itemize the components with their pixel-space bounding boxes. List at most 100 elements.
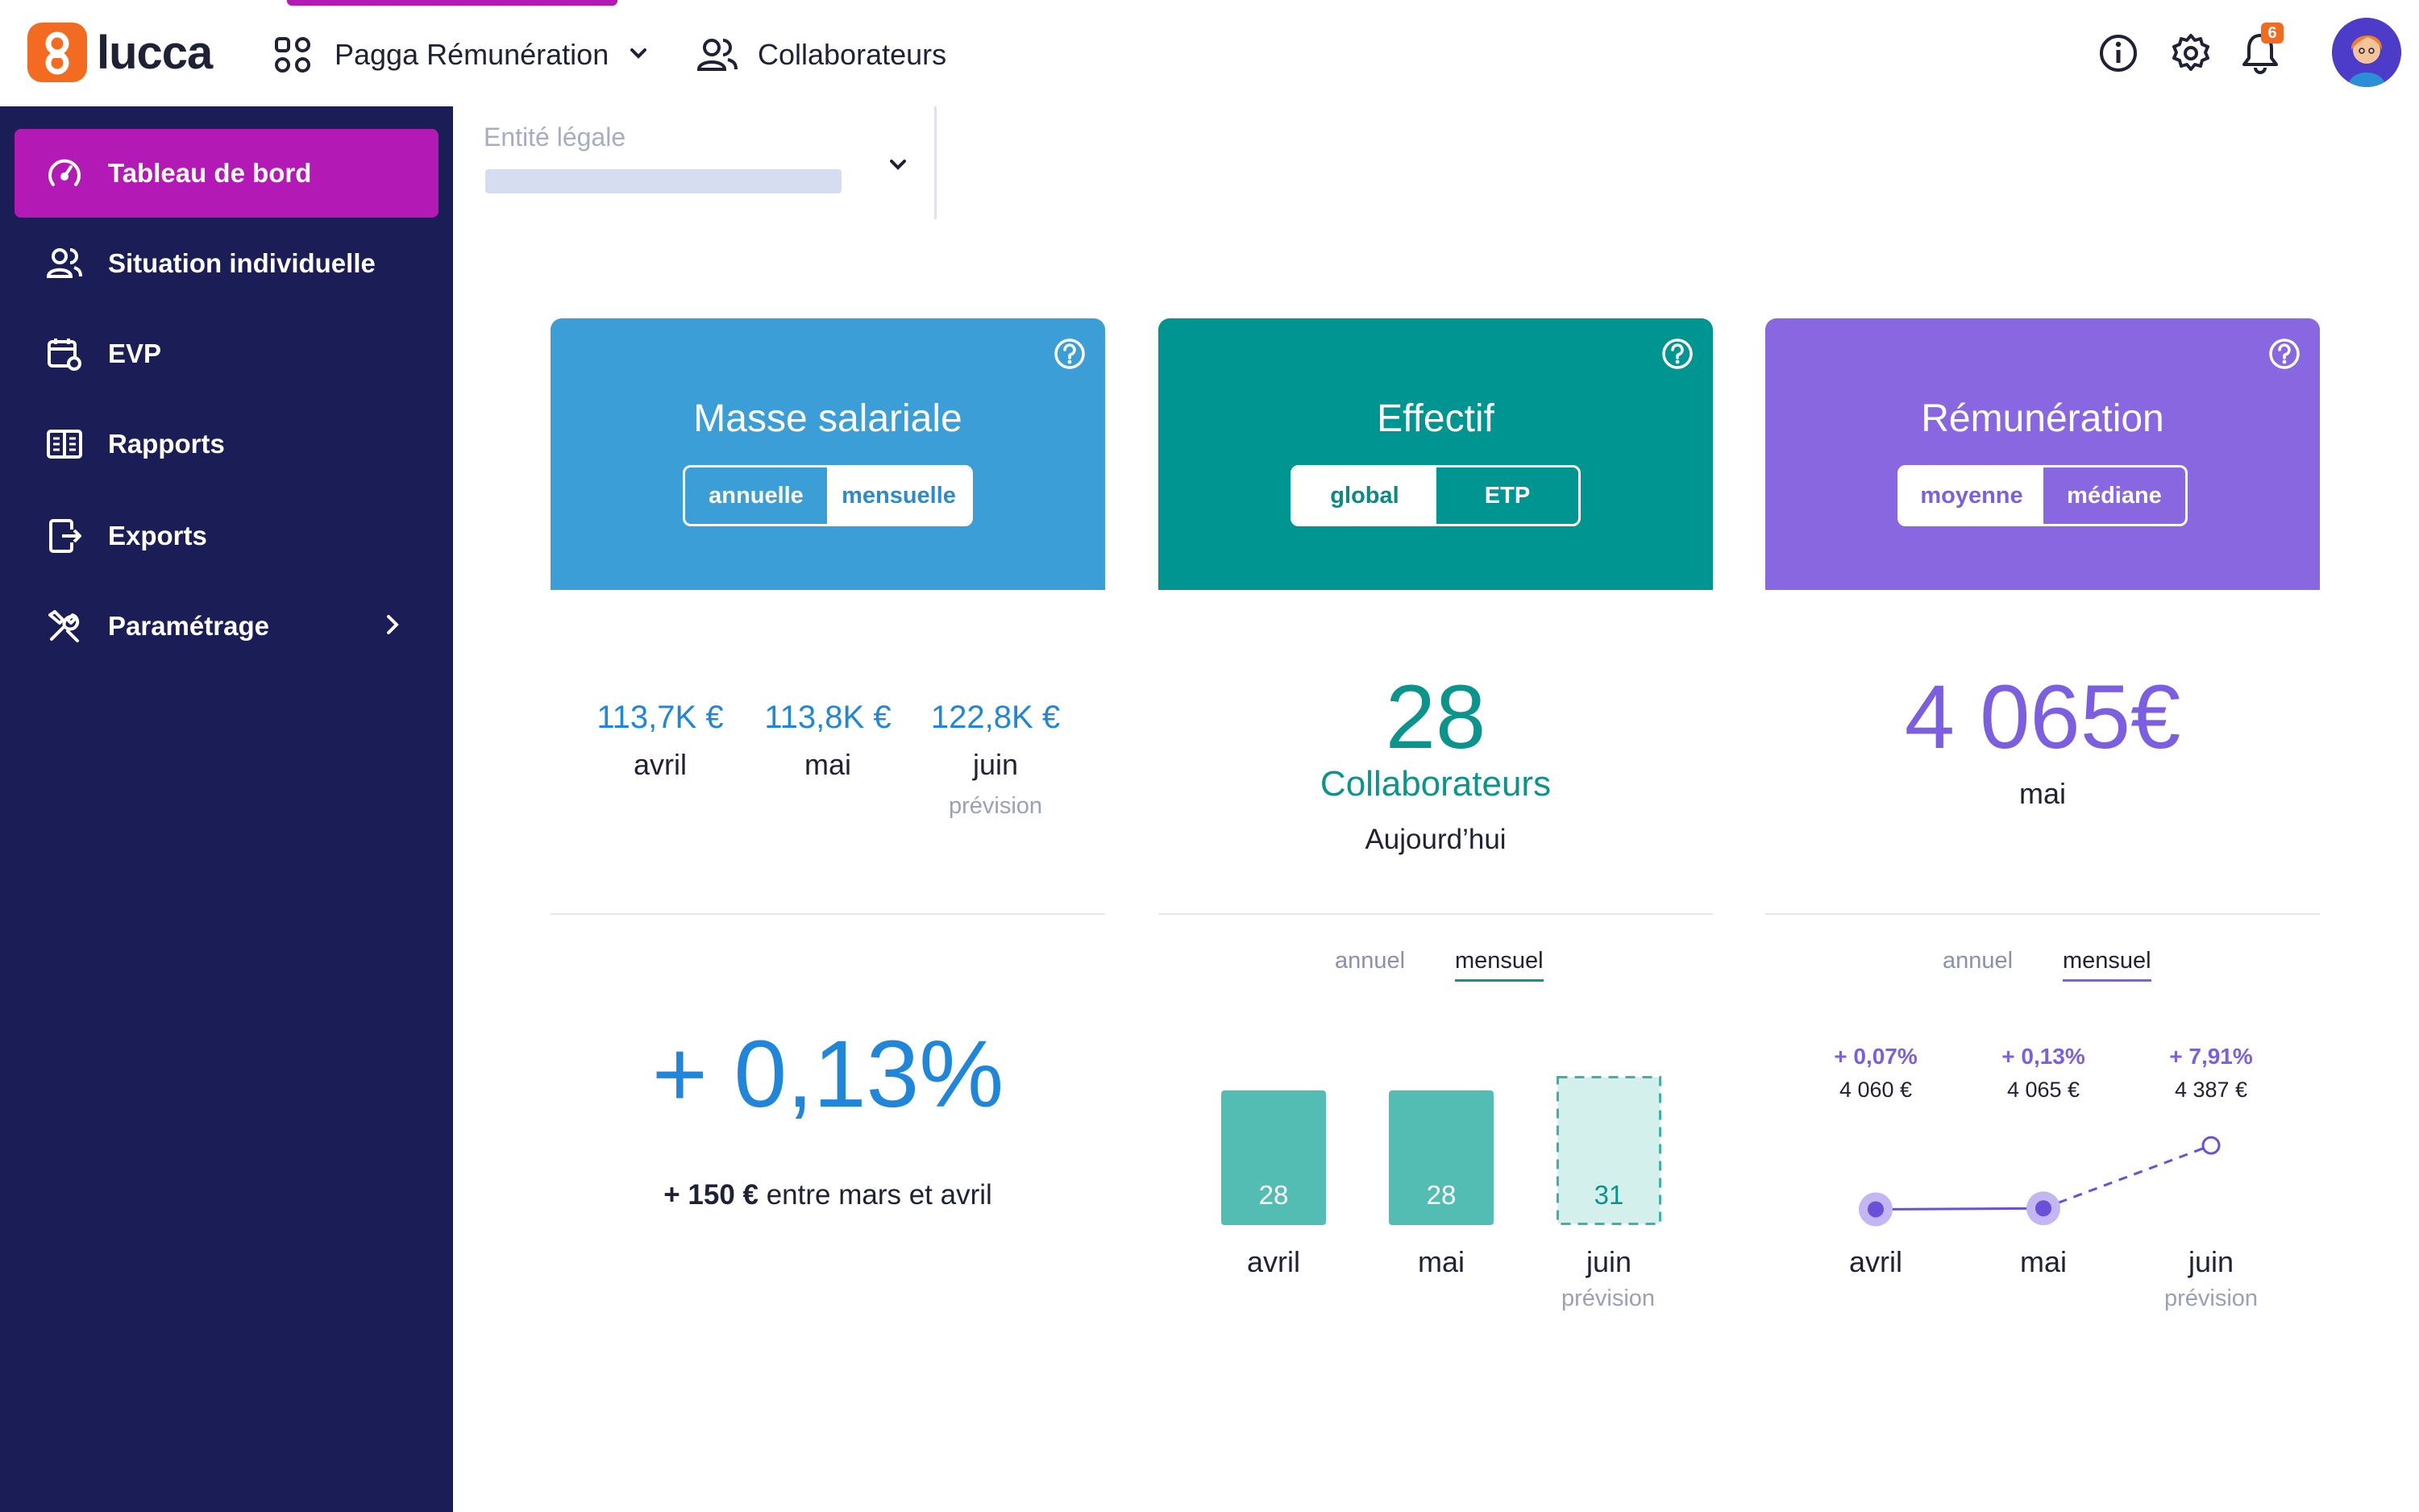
masse-value-mai: 113,8K €: [764, 700, 892, 735]
card-title: Effectif: [1377, 397, 1494, 440]
card-divider: [1765, 913, 2320, 915]
card-divider: [551, 913, 1105, 915]
masse-variation-detail: + 150 € entre mars et avril: [551, 1179, 1105, 1211]
legal-entity-value-placeholder: [485, 169, 842, 193]
lucca-logo-icon: [27, 23, 87, 82]
top-bar: [0, 0, 2419, 106]
masse-variation: + 0,13%: [651, 1021, 1004, 1128]
book-icon: [42, 422, 87, 467]
line-segment: [1875, 1207, 2044, 1211]
help-icon[interactable]: [1054, 338, 1086, 374]
remuneration-card-header: Rémunération moyenne médiane: [1765, 318, 2320, 590]
help-icon[interactable]: [2268, 338, 2301, 374]
bar-category-label: avril: [1247, 1245, 1300, 1278]
sidebar-item-tableau-de-bord[interactable]: Tableau de bord: [15, 129, 438, 218]
toggle-annuelle[interactable]: annuelle: [709, 482, 804, 509]
effectif-card-header: Effectif global ETP: [1158, 318, 1713, 590]
notification-count-badge: 6: [2261, 23, 2284, 44]
lucca-logo[interactable]: lucca: [27, 23, 213, 82]
app-switch-indicator: [287, 0, 617, 6]
users-icon: [695, 32, 740, 77]
bar-value-label: 28: [1259, 1180, 1289, 1210]
legal-entity-label: Entité légale: [484, 123, 626, 152]
masse-month-juin: juin: [972, 748, 1019, 781]
tab-annuel[interactable]: annuel: [1335, 948, 1406, 974]
sidebar-item-evp[interactable]: EVP: [15, 309, 438, 398]
masse-month-mai: mai: [804, 748, 851, 781]
info-icon[interactable]: [2096, 31, 2141, 76]
app-switcher[interactable]: Pagga Rémunération: [270, 31, 649, 79]
export-icon: [42, 513, 87, 559]
settings-icon[interactable]: [2168, 31, 2213, 76]
sidebar-item-label: EVP: [108, 339, 162, 368]
toggle-mediane[interactable]: médiane: [2067, 482, 2162, 509]
period-toggle: annuelle mensuelle: [683, 465, 973, 526]
value-label: 4 387 €: [2175, 1078, 2247, 1102]
logo-text: lucca: [97, 26, 213, 79]
bar-avril: [1221, 1090, 1326, 1225]
chevron-down-icon: [628, 43, 649, 68]
remuneration-line-chart: + 0,07% 4 060 € avril + 0,13% 4 065 € mai + 7,…: [1834, 1044, 2253, 1278]
salary-stat-toggle: moyenne médiane: [1897, 465, 2188, 526]
sidebar-item-rapports[interactable]: Rapports: [15, 400, 438, 488]
legal-entity-select[interactable]: Entité légale: [484, 113, 935, 218]
help-icon[interactable]: [1661, 338, 1694, 374]
point-forecast: [2201, 1136, 2221, 1155]
change-label: + 0,13%: [2001, 1044, 2085, 1069]
bar-value-label: 28: [1427, 1180, 1457, 1210]
masse-month-avril: avril: [633, 748, 687, 781]
headcount-toggle: global ETP: [1291, 465, 1581, 526]
tools-icon: [42, 604, 87, 649]
bar-category-label: juin: [1586, 1245, 1631, 1278]
collaborateurs-link[interactable]: Collaborateurs: [695, 31, 946, 79]
sidebar-item-exports[interactable]: Exports: [15, 492, 438, 580]
toggle-moyenne[interactable]: moyenne: [1900, 467, 2043, 524]
users-icon: [42, 241, 87, 286]
sidebar-item-label: Rapports: [108, 429, 225, 459]
apps-grid-icon: [270, 32, 315, 77]
bar-mai: [1389, 1090, 1494, 1225]
app-name: Pagga Rémunération: [335, 38, 609, 71]
bar-juin-forecast: [1557, 1076, 1661, 1225]
effectif-count-label: Collaborateurs: [1320, 764, 1552, 804]
tab-annuel[interactable]: annuel: [1943, 948, 2014, 974]
value-label: 4 060 €: [1839, 1078, 1912, 1102]
masse-salariale-card-header: Masse salariale annuelle mensuelle: [551, 318, 1105, 590]
variation-amount: + 150 €: [663, 1179, 759, 1211]
sidebar-item-label: Paramétrage: [108, 611, 269, 641]
collaborateurs-label: Collaborateurs: [758, 38, 947, 71]
masse-forecast-label: prévision: [948, 793, 1043, 819]
remuneration-month: mai: [2018, 777, 2066, 810]
toggle-mensuelle[interactable]: mensuelle: [827, 467, 971, 524]
change-label: + 7,91%: [2169, 1044, 2253, 1069]
tab-mensuel[interactable]: mensuel: [1455, 948, 1544, 982]
sidebar-item-parametrage[interactable]: Paramétrage: [15, 582, 438, 671]
category-label: mai: [2020, 1245, 2067, 1278]
line-forecast-label: prévision: [2163, 1286, 2259, 1311]
bar-forecast-label: prévision: [1561, 1286, 1656, 1311]
masse-value-avril: 113,7K €: [596, 700, 724, 735]
category-label: juin: [2188, 1245, 2234, 1278]
calendar-settings-icon: [42, 331, 87, 376]
sidebar-item-label: Tableau de bord: [108, 158, 312, 188]
sidebar-item-label: Exports: [108, 521, 207, 550]
filter-divider: [934, 106, 937, 219]
variation-period: entre mars et avril: [758, 1179, 992, 1211]
point: [1868, 1201, 1884, 1218]
card-divider: [1158, 913, 1713, 915]
chevron-down-icon: [887, 153, 909, 180]
user-avatar[interactable]: [2332, 18, 2401, 87]
toggle-etp[interactable]: ETP: [1484, 482, 1531, 509]
tab-mensuel[interactable]: mensuel: [2063, 948, 2151, 982]
sidebar-item-situation-individuelle[interactable]: Situation individuelle: [15, 219, 438, 308]
remuneration-amount: 4 065€: [1904, 667, 2181, 767]
chevron-right-icon: [384, 613, 401, 641]
change-label: + 0,07%: [1834, 1044, 1918, 1069]
masse-value-juin: 122,8K €: [930, 700, 1061, 735]
line-segment-forecast: [2043, 1144, 2212, 1210]
sidebar: Tableau de bord Situation individuelle E…: [0, 106, 453, 1512]
card-title: Rémunération: [1921, 397, 2164, 440]
value-label: 4 065 €: [2007, 1078, 2080, 1102]
toggle-global[interactable]: global: [1293, 467, 1436, 524]
point: [2035, 1200, 2051, 1217]
